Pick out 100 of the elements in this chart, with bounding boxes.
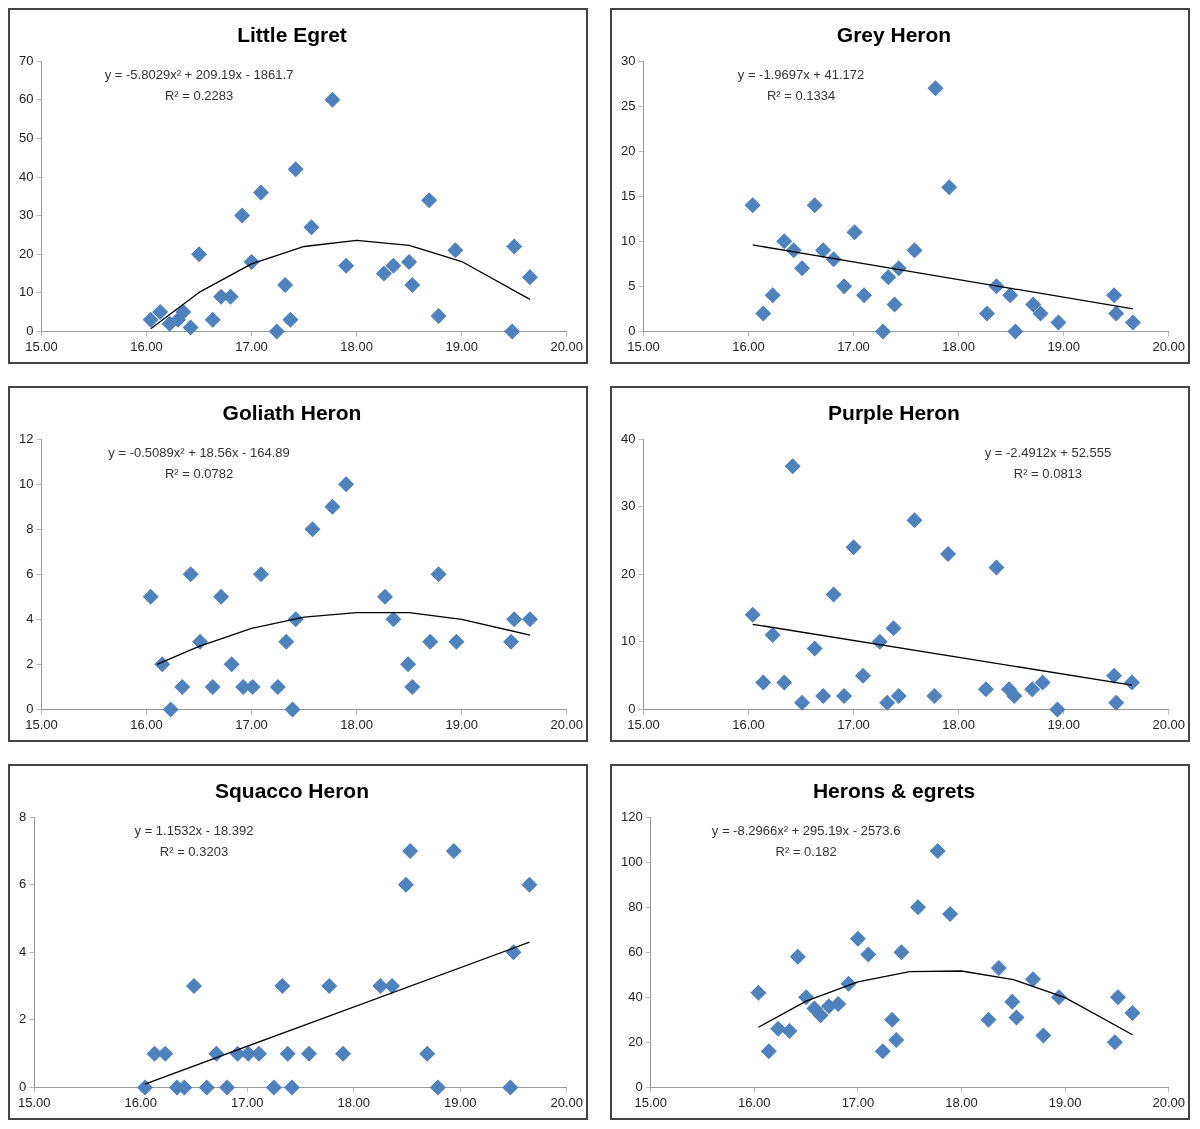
point (812, 1007, 829, 1024)
point (1025, 296, 1042, 313)
y-tick-label: 12 (18, 430, 34, 446)
point (1106, 1034, 1123, 1051)
x-tick-label: 19.00 (445, 716, 478, 732)
y-tick-label: 2 (26, 655, 34, 671)
point (521, 269, 538, 286)
y-tick-label: 0 (635, 1078, 643, 1094)
point (830, 996, 847, 1013)
point (893, 944, 910, 961)
point (268, 323, 285, 340)
point (274, 978, 291, 995)
point (283, 1079, 300, 1096)
x-tick-label: 20.00 (1152, 1094, 1186, 1110)
point (277, 277, 294, 294)
x-tick-label: 16.00 (130, 338, 163, 354)
x-tick-label: 16.00 (738, 1094, 771, 1110)
point (447, 242, 464, 259)
point (303, 219, 320, 236)
point (182, 319, 199, 336)
y-tick-label: 6 (19, 876, 27, 892)
x-tick-label: 19.00 (443, 1094, 477, 1110)
point (781, 1023, 798, 1040)
annotation: y = 1.1532x - 18.392 (134, 822, 254, 838)
point (1025, 971, 1042, 988)
point (400, 656, 417, 673)
point (776, 674, 793, 691)
point (219, 1079, 235, 1096)
y-tick-label: 30 (620, 52, 636, 68)
y-tick-label: 20 (620, 565, 636, 581)
point (1125, 314, 1142, 331)
point (1108, 305, 1125, 322)
x-tick-label: 18.00 (337, 1094, 371, 1110)
point (401, 253, 418, 270)
point (879, 694, 896, 711)
point (978, 305, 995, 322)
annotation: y = -1.9697x + 41.172 (737, 66, 865, 82)
point (836, 278, 853, 295)
point (1109, 989, 1126, 1006)
y-tick-label: 10 (620, 232, 636, 248)
point (890, 687, 907, 704)
point (744, 197, 761, 214)
y-tick-label: 40 (18, 168, 34, 184)
y-tick-label: 100 (620, 853, 643, 869)
point (506, 238, 523, 255)
point (906, 242, 923, 259)
point (504, 323, 521, 340)
x-tick-label: 15.00 (25, 338, 58, 354)
annotation: y = -2.4912x + 52.555 (984, 444, 1112, 460)
point (335, 1045, 352, 1062)
point (324, 498, 341, 515)
x-tick-label: 18.00 (945, 1094, 978, 1110)
point (204, 678, 221, 695)
point (162, 701, 179, 718)
x-tick-label: 15.00 (634, 1094, 667, 1110)
point (287, 161, 304, 178)
point (376, 588, 393, 605)
chart-title: Herons & egrets (812, 779, 976, 803)
point (304, 521, 321, 538)
point (404, 277, 421, 294)
point (941, 179, 958, 196)
y-tick-label: 80 (628, 898, 643, 914)
point (278, 633, 295, 650)
x-tick-label: 18.00 (942, 338, 975, 354)
point (1035, 1027, 1052, 1044)
x-tick-label: 17.00 (235, 338, 268, 354)
y-tick-label: 10 (18, 284, 34, 300)
x-tick-label: 19.00 (1048, 1094, 1082, 1110)
x-tick-label: 17.00 (841, 1094, 875, 1110)
point (521, 876, 538, 893)
point (764, 627, 781, 644)
point (784, 458, 801, 475)
point (198, 1079, 215, 1096)
point (234, 207, 251, 224)
point (815, 687, 832, 704)
point (301, 1045, 317, 1062)
point (910, 899, 926, 916)
point (430, 307, 447, 324)
point (142, 311, 159, 328)
x-tick-label: 20.00 (550, 338, 584, 354)
point (430, 566, 447, 583)
point (174, 678, 191, 695)
point (744, 606, 761, 623)
point (750, 984, 767, 1001)
point (1124, 1005, 1141, 1022)
point (942, 906, 959, 923)
point (191, 246, 208, 263)
point (175, 304, 192, 321)
point (940, 546, 957, 563)
point (253, 184, 270, 201)
point (265, 1079, 282, 1096)
y-tick-label: 20 (628, 1033, 643, 1049)
point (888, 1032, 905, 1049)
point (397, 876, 414, 893)
y-tick-label: 4 (26, 610, 34, 626)
y-tick-label: 15 (620, 187, 636, 203)
x-tick-label: 20.00 (550, 1094, 584, 1110)
x-tick-label: 17.00 (837, 338, 870, 354)
y-tick-label: 30 (18, 207, 34, 223)
point (338, 257, 355, 274)
